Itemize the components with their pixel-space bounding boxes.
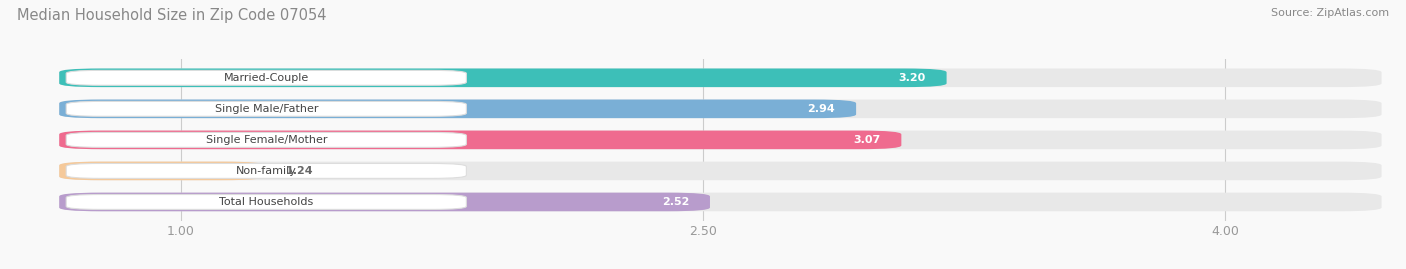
FancyBboxPatch shape xyxy=(66,194,467,209)
Text: 1.24: 1.24 xyxy=(285,166,314,176)
Text: Non-family: Non-family xyxy=(236,166,297,176)
Text: Total Households: Total Households xyxy=(219,197,314,207)
FancyBboxPatch shape xyxy=(59,100,856,118)
Text: 2.52: 2.52 xyxy=(662,197,689,207)
Text: Single Male/Father: Single Male/Father xyxy=(215,104,318,114)
Text: Median Household Size in Zip Code 07054: Median Household Size in Zip Code 07054 xyxy=(17,8,326,23)
FancyBboxPatch shape xyxy=(59,162,264,180)
Text: 3.07: 3.07 xyxy=(853,135,880,145)
Text: Source: ZipAtlas.com: Source: ZipAtlas.com xyxy=(1271,8,1389,18)
FancyBboxPatch shape xyxy=(59,162,1382,180)
Text: 3.20: 3.20 xyxy=(898,73,925,83)
FancyBboxPatch shape xyxy=(59,130,1382,149)
FancyBboxPatch shape xyxy=(66,164,467,178)
FancyBboxPatch shape xyxy=(59,193,710,211)
FancyBboxPatch shape xyxy=(59,69,1382,87)
FancyBboxPatch shape xyxy=(59,193,1382,211)
FancyBboxPatch shape xyxy=(66,132,467,147)
FancyBboxPatch shape xyxy=(66,101,467,116)
Text: 2.94: 2.94 xyxy=(807,104,835,114)
FancyBboxPatch shape xyxy=(66,70,467,85)
FancyBboxPatch shape xyxy=(59,100,1382,118)
Text: Single Female/Mother: Single Female/Mother xyxy=(205,135,328,145)
FancyBboxPatch shape xyxy=(59,130,901,149)
Text: Married-Couple: Married-Couple xyxy=(224,73,309,83)
FancyBboxPatch shape xyxy=(59,69,946,87)
